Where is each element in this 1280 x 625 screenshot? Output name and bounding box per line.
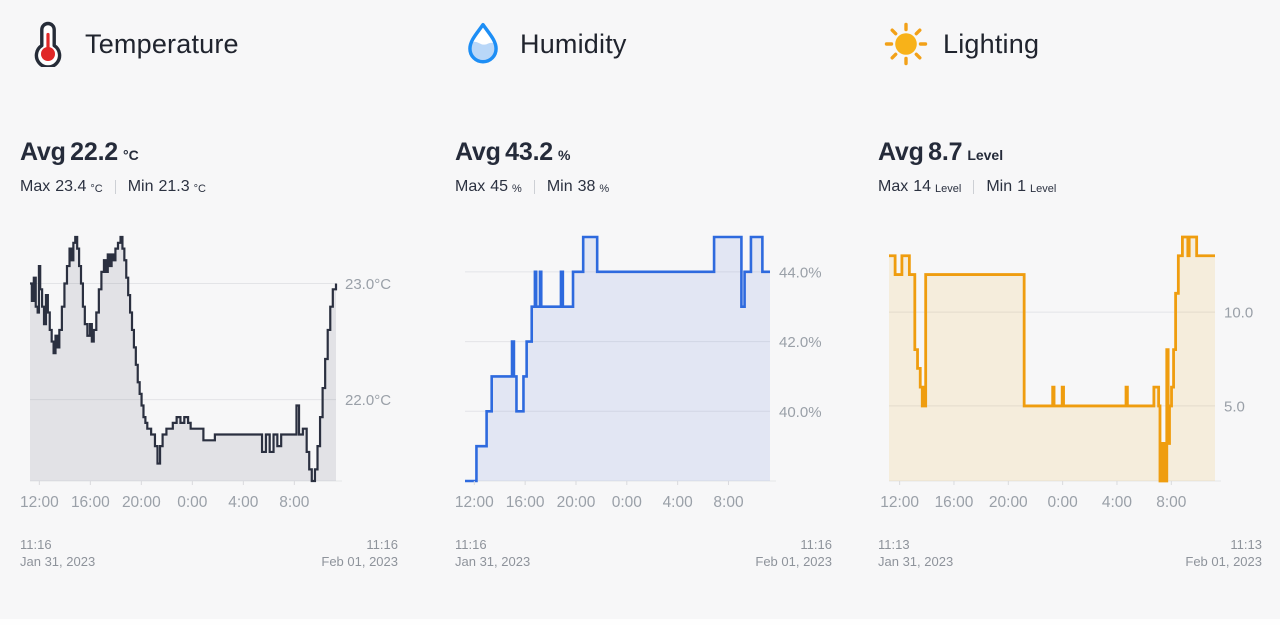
- chart-time-range: 11:13 Jan 31, 2023 11:13 Feb 01, 2023: [878, 536, 1262, 570]
- humidity-header: Humidity: [459, 20, 627, 68]
- temperature-panel: Temperature Avg 22.2 °C Max 23.4 °C Min 21…: [20, 0, 398, 619]
- panel-title: Temperature: [85, 28, 239, 59]
- max-min-stats: Max 23.4 °C Min 21.3 °C: [20, 178, 206, 195]
- stat-divider: [533, 180, 535, 194]
- range-end-timestamp: 11:13 Feb 01, 2023: [1185, 537, 1262, 569]
- bottom-strip: [0, 619, 1280, 625]
- svg-text:23.0°C: 23.0°C: [345, 276, 391, 293]
- range-start-timestamp: 11:13 Jan 31, 2023: [878, 537, 954, 569]
- lighting-header: Lighting: [882, 20, 1039, 68]
- svg-text:12:00: 12:00: [455, 494, 494, 511]
- humidity-panel: Humidity Avg 43.2% Max 45% Min 38% 44.0%…: [455, 0, 832, 619]
- svg-text:42.0%: 42.0%: [779, 334, 822, 351]
- svg-text:10.0: 10.0: [1224, 305, 1253, 322]
- range-end-timestamp: 11:16 Feb 01, 2023: [755, 537, 832, 569]
- svg-text:12:00: 12:00: [880, 494, 919, 511]
- panel-title: Lighting: [943, 28, 1040, 59]
- svg-text:5.0: 5.0: [1224, 398, 1245, 415]
- svg-text:16:00: 16:00: [935, 494, 974, 511]
- panel-title: Humidity: [520, 28, 627, 59]
- svg-text:16:00: 16:00: [71, 494, 110, 511]
- svg-text:4:00: 4:00: [228, 494, 259, 511]
- range-start-timestamp: 11:16 Jan 31, 2023: [20, 537, 96, 569]
- svg-text:44.0%: 44.0%: [779, 264, 822, 281]
- avg-stat: Avg 8.7 Level: [878, 138, 1004, 166]
- svg-text:16:00: 16:00: [506, 494, 545, 511]
- svg-text:8:00: 8:00: [279, 494, 310, 511]
- stat-divider: [114, 180, 116, 194]
- svg-text:8:00: 8:00: [1156, 494, 1187, 511]
- avg-stat: Avg 43.2%: [455, 138, 571, 166]
- svg-text:4:00: 4:00: [1102, 494, 1133, 511]
- svg-text:20:00: 20:00: [557, 494, 596, 511]
- svg-text:8:00: 8:00: [713, 494, 744, 511]
- svg-text:0:00: 0:00: [1048, 494, 1079, 511]
- svg-text:12:00: 12:00: [20, 494, 59, 511]
- temperature-chart[interactable]: 23.0°C 22.0°C 12:00 16:00 20:00 0:00 4:00 8:00: [20, 228, 398, 520]
- svg-text:0:00: 0:00: [177, 494, 208, 511]
- lighting-chart[interactable]: 10.0 5.0 12:00 16:00 20:00 0:00 4:00 8:00: [878, 228, 1262, 520]
- svg-text:4:00: 4:00: [663, 494, 694, 511]
- svg-text:40.0%: 40.0%: [779, 404, 822, 421]
- max-min-stats: Max 45% Min 38%: [455, 178, 610, 195]
- thermometer-icon: [24, 20, 72, 68]
- svg-text:20:00: 20:00: [989, 494, 1028, 511]
- range-end-timestamp: 11:16 Feb 01, 2023: [321, 537, 398, 569]
- svg-text:20:00: 20:00: [122, 494, 161, 511]
- water-drop-icon: [459, 20, 507, 68]
- chart-time-range: 11:16 Jan 31, 2023 11:16 Feb 01, 2023: [455, 536, 832, 570]
- temperature-header: Temperature: [24, 20, 239, 68]
- range-start-timestamp: 11:16 Jan 31, 2023: [455, 537, 531, 569]
- max-min-stats: Max 14 Level Min 1 Level: [878, 178, 1057, 195]
- svg-text:0:00: 0:00: [612, 494, 643, 511]
- sun-icon: [882, 20, 930, 68]
- humidity-chart[interactable]: 44.0% 42.0% 40.0% 12:00 16:00 20:00 0:00 4:00 8:…: [455, 228, 832, 520]
- avg-stat: Avg 22.2 °C: [20, 138, 139, 166]
- svg-text:22.0°C: 22.0°C: [345, 392, 391, 409]
- chart-time-range: 11:16 Jan 31, 2023 11:16 Feb 01, 2023: [20, 536, 398, 570]
- stat-divider: [973, 180, 975, 194]
